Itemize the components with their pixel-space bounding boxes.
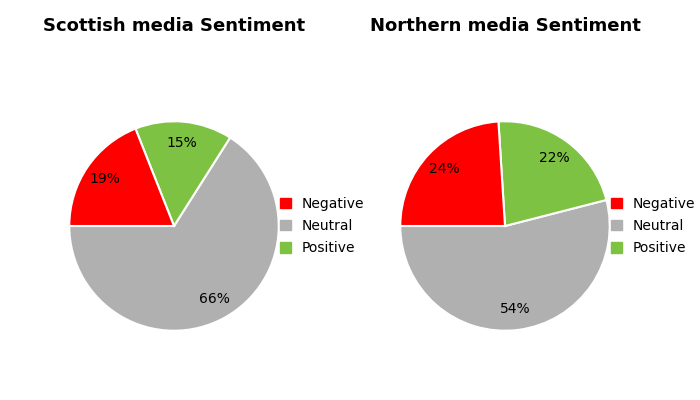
Text: 54%: 54% bbox=[500, 302, 531, 316]
Wedge shape bbox=[498, 121, 606, 226]
Wedge shape bbox=[69, 129, 174, 226]
Text: 15%: 15% bbox=[167, 136, 197, 150]
Wedge shape bbox=[400, 200, 610, 331]
Text: 24%: 24% bbox=[428, 162, 459, 176]
Text: 19%: 19% bbox=[90, 172, 120, 186]
Title: Scottish media Sentiment: Scottish media Sentiment bbox=[43, 17, 305, 35]
Wedge shape bbox=[69, 138, 279, 331]
Title: Northern media Sentiment: Northern media Sentiment bbox=[370, 17, 640, 35]
Wedge shape bbox=[135, 121, 230, 226]
Legend: Negative, Neutral, Positive: Negative, Neutral, Positive bbox=[279, 197, 364, 255]
Text: 22%: 22% bbox=[539, 151, 570, 165]
Wedge shape bbox=[400, 122, 505, 226]
Legend: Negative, Neutral, Positive: Negative, Neutral, Positive bbox=[610, 197, 695, 255]
Text: 66%: 66% bbox=[199, 292, 230, 306]
